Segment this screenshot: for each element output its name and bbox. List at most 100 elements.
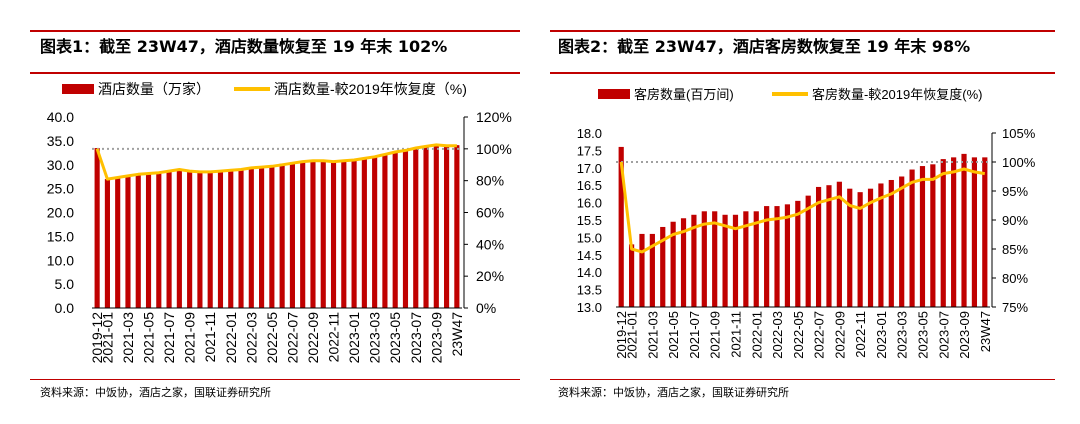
bar — [940, 159, 946, 307]
bar — [372, 156, 378, 308]
bar — [135, 174, 141, 308]
bar — [826, 185, 832, 307]
figure-title: 图表2：截至 23W47，酒店客房数恢复至 19 年末 98% — [558, 37, 971, 56]
legend-swatch-bar — [62, 84, 94, 94]
source-rule — [30, 379, 520, 380]
x-tick-label: 2021-05 — [666, 311, 681, 359]
source-rule — [550, 379, 1055, 380]
bar — [310, 160, 316, 308]
bar — [402, 149, 409, 308]
x-tick-label: 2021-09 — [182, 312, 198, 364]
bar — [248, 167, 254, 308]
title-bottom-rule — [550, 72, 1055, 74]
bar — [320, 159, 326, 308]
bar — [104, 179, 110, 308]
x-tick-label: 2022-11 — [326, 312, 342, 363]
bar — [722, 214, 728, 307]
recovery-line — [619, 161, 986, 254]
y-left-tick-label: 17.0 — [577, 161, 602, 176]
x-tick-label: 2023-01 — [346, 312, 362, 364]
bar — [156, 172, 162, 308]
bar — [919, 166, 926, 307]
x-tick-label: 2019-12 — [89, 312, 105, 364]
bar — [145, 173, 152, 308]
x-tick-label: 2021-07 — [161, 312, 177, 364]
legend-label: 酒店数量（万家） — [98, 81, 210, 97]
y-left-tick-label: 15.0 — [47, 228, 74, 244]
bar — [670, 221, 676, 307]
x-tick-label: 2022-09 — [305, 312, 321, 364]
bar — [392, 151, 398, 308]
bar — [433, 144, 439, 308]
y-left-tick-label: 30.0 — [47, 157, 74, 173]
bar — [878, 183, 884, 307]
y-left-tick-label: 14.5 — [577, 248, 602, 263]
x-tick-label: 2022-01 — [223, 312, 239, 364]
bar — [444, 144, 450, 308]
legend-swatch-bar — [598, 89, 630, 99]
bar — [753, 211, 759, 307]
bar — [259, 166, 265, 308]
y-left-tick-label: 15.0 — [577, 230, 602, 245]
x-tick-label: 23W47 — [978, 311, 993, 352]
chart-area: 13.0 13.5 14.0 14.5 15.0 15.5 16.0 16.5 17.0 17.5… — [577, 87, 1036, 359]
bar — [784, 204, 791, 307]
y-right-tick-label: 120% — [476, 109, 512, 125]
x-tick-label: 2023-07 — [408, 312, 424, 364]
x-tick-label: 23W47 — [449, 312, 465, 357]
x-tick-label: 2023-07 — [936, 311, 951, 359]
bar — [639, 233, 645, 307]
y-right-tick-label: 60% — [476, 205, 504, 221]
bar — [899, 176, 905, 307]
bar — [279, 163, 285, 308]
y-left-tick-label: 35.0 — [47, 133, 74, 149]
bar — [207, 171, 213, 308]
bar — [795, 200, 801, 307]
x-tick-label: 2021-01 — [625, 311, 640, 359]
bar — [701, 211, 707, 307]
bar — [166, 171, 172, 308]
bar — [341, 159, 347, 308]
bar — [454, 145, 460, 308]
x-tick-label: 2022-11 — [853, 311, 868, 358]
bar — [815, 186, 822, 307]
y-left-tick-label: 16.5 — [577, 178, 602, 193]
y-left-tick-label: 14.0 — [577, 265, 602, 280]
x-tick-label: 2022-03 — [243, 312, 259, 364]
x-tick-label: 2023-01 — [874, 311, 889, 359]
bar — [94, 148, 100, 308]
x-tick-label: 2023-03 — [895, 311, 910, 359]
title-bottom-rule — [30, 72, 520, 74]
legend-label: 客房数量(百万间) — [634, 87, 734, 102]
bar — [187, 170, 193, 308]
bar — [712, 211, 718, 307]
bar — [628, 244, 635, 307]
y-right-tick-label: 20% — [476, 268, 504, 284]
bar — [909, 169, 915, 307]
x-tick-label: 2023-05 — [387, 312, 403, 364]
x-tick-label: 2022-01 — [749, 311, 764, 359]
bar — [351, 159, 357, 308]
y-right-tick-label: 80% — [1002, 271, 1028, 286]
bar — [836, 181, 842, 307]
y-left-tick-label: 20.0 — [47, 205, 74, 221]
bar — [691, 214, 697, 307]
bar — [867, 188, 874, 307]
bar — [982, 157, 988, 307]
source-note: 资料来源：中饭协，酒店之家，国联证券研究所 — [558, 386, 789, 399]
x-tick-label: 2023-05 — [916, 311, 931, 359]
y-right-tick-label: 40% — [476, 236, 504, 252]
y-right-tick-label: 0% — [476, 300, 496, 316]
y-right-tick-label: 105% — [1002, 126, 1036, 141]
recovery-line — [95, 143, 457, 181]
y-left-tick-label: 13.5 — [577, 283, 602, 298]
bar — [680, 218, 687, 307]
bar — [217, 170, 224, 308]
bar — [300, 161, 306, 308]
bar — [649, 233, 655, 307]
y-right-tick-label: 90% — [1002, 213, 1028, 228]
x-tick-label: 2023-03 — [367, 312, 383, 364]
bar — [238, 168, 244, 308]
bar — [847, 188, 853, 307]
y-right-tick-label: 75% — [1002, 300, 1028, 315]
